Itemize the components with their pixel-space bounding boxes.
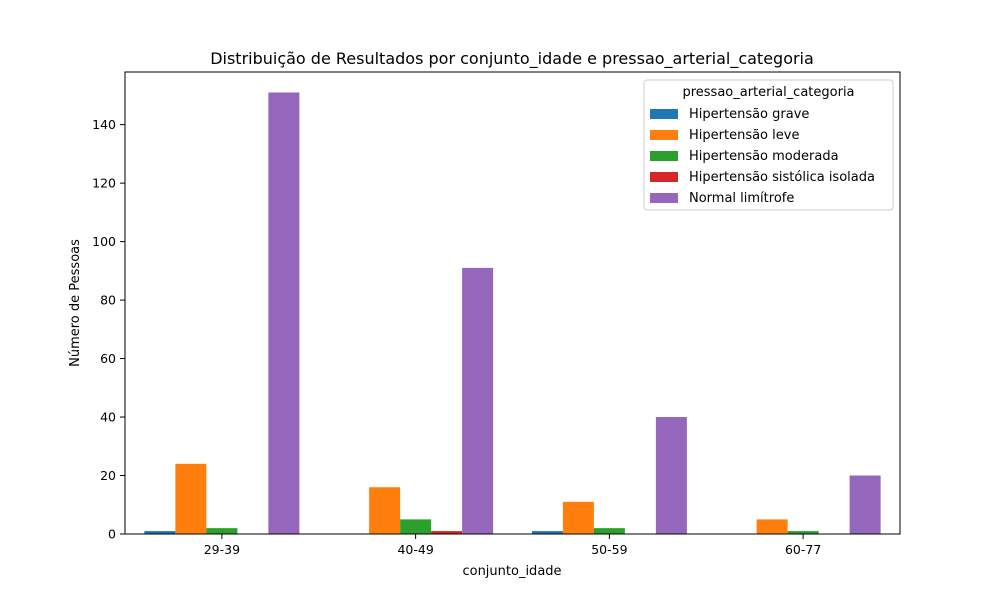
legend-title: pressao_arterial_categoria xyxy=(682,85,854,100)
legend-entry: Hipertensão sistólica isolada xyxy=(689,170,875,185)
bar-40-49-3 xyxy=(400,519,432,534)
y-tick-label: 140 xyxy=(92,117,116,132)
bars-layer xyxy=(144,92,881,534)
x-tick-label: 50-59 xyxy=(591,542,627,557)
bar-29-39-3 xyxy=(206,528,238,534)
x-tick-label: 29-39 xyxy=(204,542,240,557)
bar-40-49-5 xyxy=(462,267,494,534)
y-axis-label: Número de Pessoas xyxy=(68,239,83,367)
bar-60-77-3 xyxy=(787,531,819,534)
legend-swatch xyxy=(650,109,678,119)
y-tick-label: 40 xyxy=(100,410,116,425)
legend-entry: Normal limítrofe xyxy=(689,191,794,206)
bar-40-49-2 xyxy=(369,487,401,534)
bar-29-39-1 xyxy=(144,531,176,534)
x-tick-label: 40-49 xyxy=(397,542,433,557)
plot-frame xyxy=(124,71,901,535)
legend-swatch xyxy=(650,172,678,182)
y-tick-label: 0 xyxy=(108,527,116,542)
chart-title: Distribuição de Resultados por conjunto_… xyxy=(210,49,814,69)
bar-50-59-5 xyxy=(655,417,687,534)
y-tick-label: 100 xyxy=(92,234,116,249)
legend-entry: Hipertensão moderada xyxy=(689,149,839,164)
legend-box xyxy=(643,79,894,211)
legend-swatch xyxy=(650,151,678,161)
y-tick-label: 20 xyxy=(100,468,116,483)
legend-entry: Hipertensão leve xyxy=(689,128,799,143)
y-tick-label: 80 xyxy=(100,293,116,308)
y-tick-label: 60 xyxy=(100,351,116,366)
legend: pressao_arterial_categoria Hipertensão gr… xyxy=(643,79,894,211)
x-axis-label: conjunto_idade xyxy=(462,564,561,579)
y-tick-label: 120 xyxy=(92,176,116,191)
bar-29-39-2 xyxy=(175,463,207,534)
legend-swatch xyxy=(650,193,678,203)
legend-entry: Hipertensão grave xyxy=(689,107,809,122)
bar-40-49-4 xyxy=(431,531,463,534)
bar-50-59-3 xyxy=(593,528,625,534)
bar-50-59-2 xyxy=(562,501,594,534)
axes-layer: 29-39 40-49 50-59 60-77 0 20 40 60 80 100 120 140 xyxy=(92,71,901,557)
bar-60-77-5 xyxy=(849,475,881,534)
legend-swatch xyxy=(650,130,678,140)
bar-50-59-1 xyxy=(531,531,563,534)
bar-60-77-2 xyxy=(756,519,788,534)
x-tick-label: 60-77 xyxy=(785,542,821,557)
bar-29-39-5 xyxy=(268,92,300,534)
